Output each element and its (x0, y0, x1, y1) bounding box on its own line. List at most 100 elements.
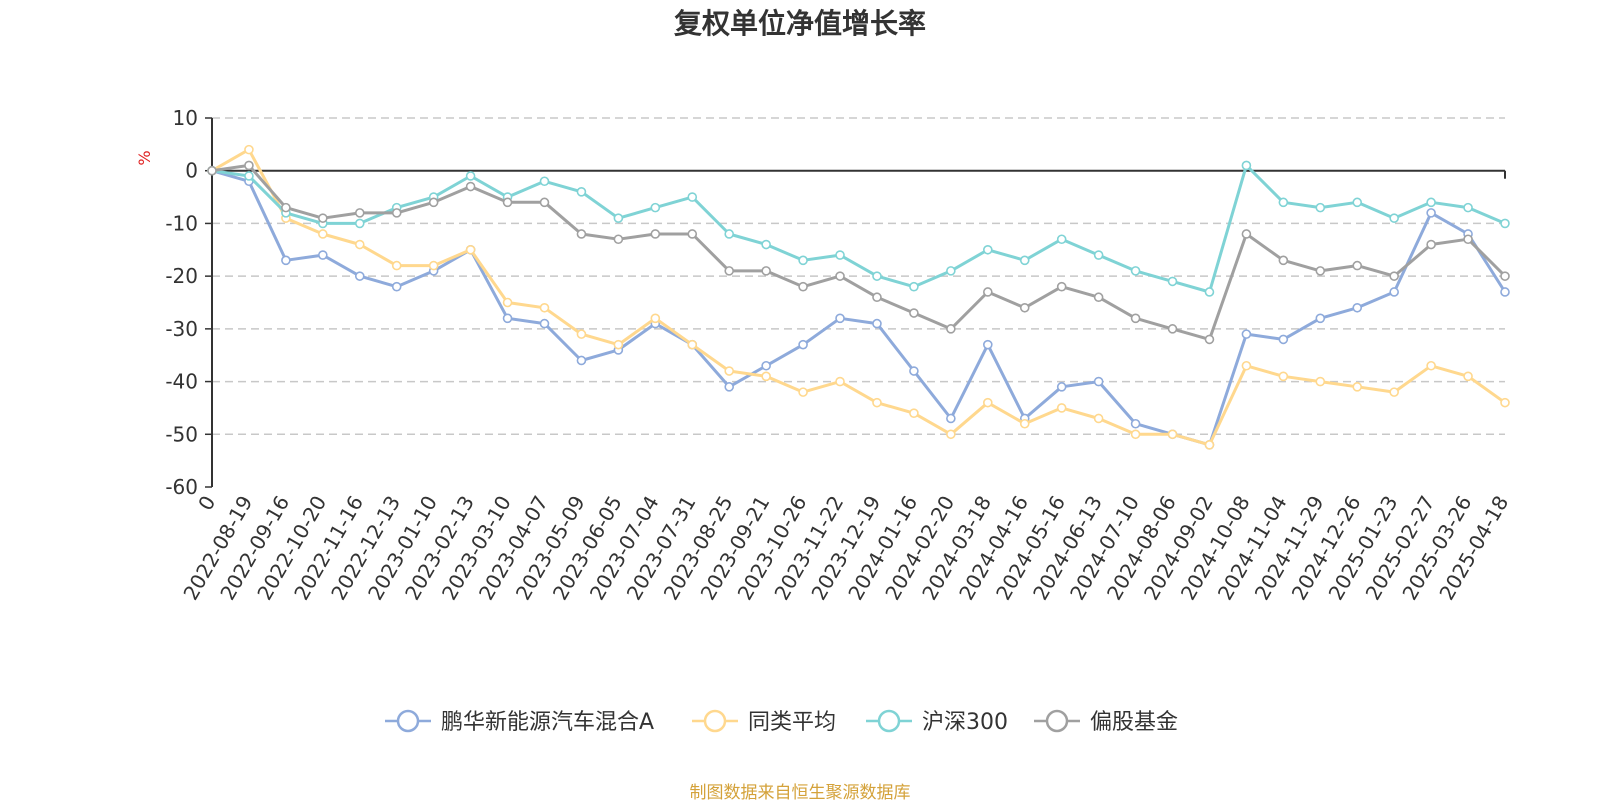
data-point (244, 171, 254, 181)
data-point (502, 197, 513, 208)
data-point (1167, 429, 1178, 440)
data-point (872, 318, 882, 329)
data-point (946, 413, 956, 424)
data-point (946, 429, 956, 440)
data-point (1426, 239, 1436, 250)
data-point (946, 266, 956, 276)
data-point (391, 281, 402, 292)
data-point (1278, 197, 1289, 208)
data-point (650, 229, 661, 239)
data-point (465, 171, 476, 181)
data-point (1056, 281, 1067, 292)
data-point (909, 366, 919, 376)
data-point (318, 213, 328, 223)
series-line (210, 148, 1507, 447)
data-point (761, 266, 771, 276)
data-point (428, 260, 439, 271)
data-point (613, 213, 624, 223)
data-point (1278, 371, 1289, 382)
legend-label: 同类平均 (748, 710, 836, 735)
data-point (539, 197, 550, 208)
data-point (207, 165, 217, 176)
data-point (1463, 202, 1473, 213)
data-point (613, 339, 624, 350)
data-point (1315, 376, 1326, 387)
y-tick-label: 10 (173, 106, 198, 130)
data-point (244, 160, 254, 171)
data-point (281, 255, 291, 266)
data-point (724, 382, 735, 392)
legend-item[interactable]: 鹏华新能源汽车混合A (385, 709, 654, 735)
legend-item[interactable]: 偏股基金 (1034, 709, 1178, 735)
data-point (1426, 360, 1436, 371)
legend-label: 沪深300 (922, 710, 1008, 735)
data-point (318, 229, 328, 239)
data-point (761, 360, 771, 371)
data-point (1056, 234, 1067, 245)
y-tick-label: -60 (165, 475, 198, 499)
data-point (1463, 371, 1473, 382)
data-point (1500, 218, 1510, 229)
data-point (1167, 276, 1178, 287)
data-point (576, 229, 587, 239)
data-point (761, 239, 771, 250)
data-point (1426, 208, 1436, 218)
data-point (1352, 382, 1363, 392)
data-point (1093, 413, 1104, 424)
data-point (982, 397, 993, 408)
data-point (1241, 160, 1252, 171)
data-point (1130, 313, 1141, 324)
series-lines (207, 144, 1510, 450)
data-point (1315, 313, 1326, 324)
data-point (1352, 197, 1363, 208)
data-point (1019, 418, 1030, 429)
data-point (982, 339, 993, 350)
data-point (650, 313, 661, 324)
data-point (465, 244, 476, 255)
data-point (1278, 255, 1289, 266)
data-point (1352, 302, 1363, 313)
data-point (539, 176, 550, 187)
data-point (687, 192, 698, 202)
data-point (687, 229, 698, 239)
y-tick-label: -30 (165, 317, 198, 341)
data-point (909, 281, 919, 292)
series-line (210, 163, 1507, 341)
data-point (502, 313, 513, 324)
y-axis-unit: % (135, 150, 154, 165)
data-point (1241, 329, 1252, 339)
data-point (354, 239, 365, 250)
data-point (724, 366, 735, 376)
data-point (798, 339, 808, 350)
data-point (798, 387, 808, 397)
data-point (1500, 397, 1510, 408)
data-point (1389, 387, 1399, 397)
legend[interactable]: 鹏华新能源汽车混合A 同类平均 沪深300 偏股基金 (385, 709, 1178, 735)
data-point (1500, 271, 1510, 281)
series-line (210, 169, 1507, 447)
data-point (1352, 260, 1363, 271)
grid (212, 117, 1505, 436)
data-point (1204, 287, 1215, 297)
data-point (835, 313, 845, 324)
legend-marker (1045, 709, 1069, 733)
data-point (1426, 197, 1436, 208)
series-3 (207, 160, 1510, 345)
axes: 100-10-20-30-40-50-60%02022-08-192022-09… (135, 106, 1513, 604)
legend-marker (396, 709, 420, 733)
legend-label: 鹏华新能源汽车混合A (441, 710, 654, 735)
legend-item[interactable]: 沪深300 (866, 709, 1008, 735)
data-point (835, 250, 845, 260)
data-point (946, 324, 956, 334)
data-point (909, 308, 919, 318)
data-point (576, 187, 587, 197)
data-point (872, 397, 882, 408)
data-point (909, 408, 919, 419)
data-point (539, 318, 550, 329)
data-point (1019, 255, 1030, 266)
legend-item[interactable]: 同类平均 (692, 709, 836, 735)
data-point (982, 287, 993, 297)
legend-marker (703, 709, 727, 733)
y-tick-label: -50 (165, 422, 198, 446)
data-point (354, 218, 365, 229)
